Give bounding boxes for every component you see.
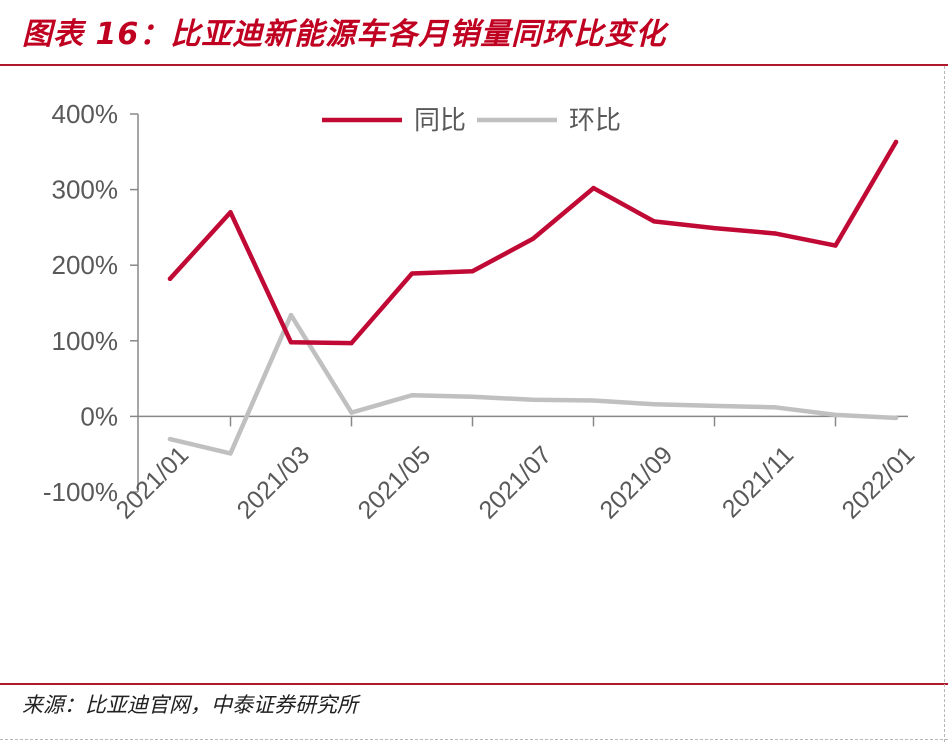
x-tick-label: 2021/01 [111,441,195,525]
legend-label: 环比 [569,105,621,135]
series-line [167,312,899,456]
x-tick-label: 2021/11 [717,441,799,523]
data-point [591,398,596,403]
data-point [228,210,233,215]
y-tick-label: 100% [52,326,119,356]
data-point [772,405,778,410]
chart-area: -100% 0% 100% 200% 300% 400% 2021/01 2021/03 202… [0,66,948,680]
x-tick-label: 2021/03 [232,441,316,525]
data-point [349,340,354,346]
source-note: 来源：比亚迪官网，中泰证券研究所 [22,693,358,717]
data-point [651,402,657,407]
data-point [470,269,475,274]
data-point [349,410,354,415]
data-point [712,403,717,409]
data-point [893,415,899,421]
data-point [893,139,899,145]
data-point [288,312,294,318]
data-point [591,185,596,191]
source-divider [0,683,948,685]
x-tick-label: 2021/07 [474,441,558,525]
page-edge-right [944,66,945,742]
y-tick-label: 400% [52,99,119,129]
data-point [833,412,838,418]
line-chart: -100% 0% 100% 200% 300% 400% 2021/01 2021/03 202… [43,99,921,525]
data-point [772,231,778,236]
title-divider [0,64,948,66]
data-point [712,225,717,231]
data-point [167,276,173,282]
x-tick-label: 2022/01 [837,441,921,525]
y-tick-label: -100% [43,477,118,507]
data-point [167,436,173,442]
data-point [833,243,838,248]
data-point [288,340,294,345]
y-tick-label: 200% [52,250,119,280]
figure-title: 图表 16：比亚迪新能源车各月销量同环比变化 [22,17,667,52]
series-line [167,139,899,346]
data-point [409,393,415,398]
y-tick-label: 0% [80,401,118,431]
legend-label: 同比 [414,105,466,135]
y-tick-label: 300% [52,175,119,205]
x-tick-label: 2021/09 [595,441,679,525]
data-point [530,397,536,402]
data-point [470,394,475,399]
x-tick-label: 2021/05 [353,441,437,525]
data-point [409,271,415,276]
data-point [530,236,536,241]
page-edge-bottom [0,739,948,740]
data-point [228,451,233,456]
data-point [651,219,657,224]
